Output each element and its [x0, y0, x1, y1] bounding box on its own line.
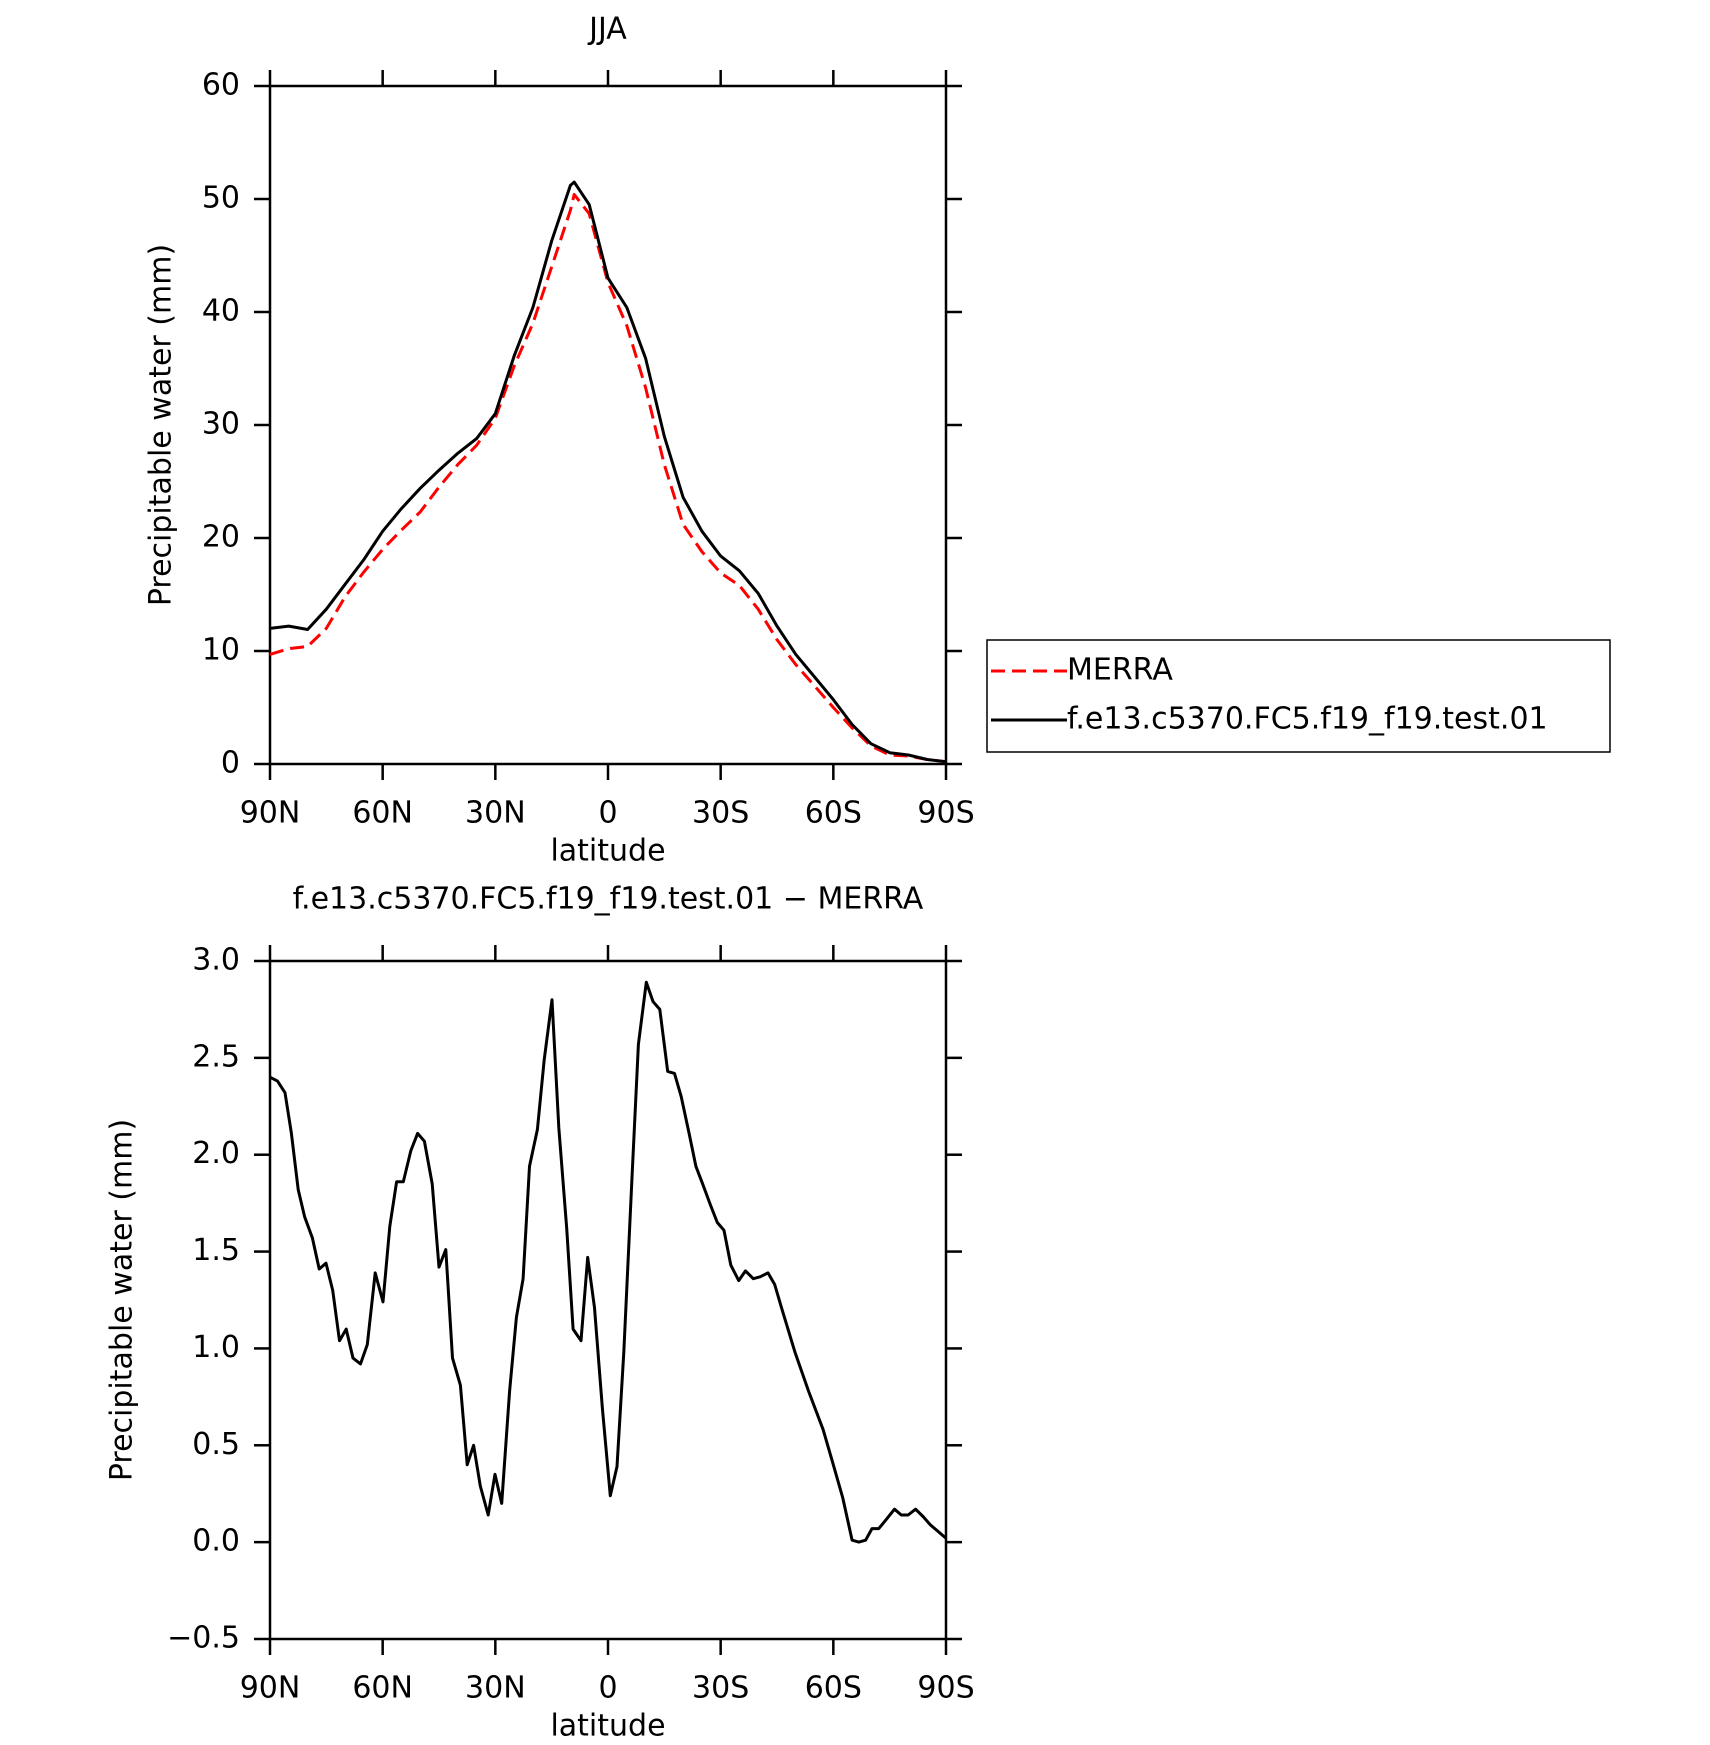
y-tick-label: 20 [202, 520, 240, 555]
legend-label: MERRA [1067, 653, 1173, 688]
x-tick-label: 60S [805, 796, 862, 831]
x-tick-label: 90S [917, 796, 974, 831]
data-line [269, 980, 947, 1544]
x-tick-label: 30N [465, 1671, 526, 1706]
y-axis-label: Precipitable water (mm) [105, 1119, 140, 1481]
y-tick-label: 10 [202, 633, 240, 668]
y-tick-label: 60 [202, 68, 240, 103]
x-tick-label: 90S [917, 1671, 974, 1706]
y-tick-label: 40 [202, 294, 240, 329]
chart-title: JJA [587, 12, 627, 47]
x-axis-label: latitude [550, 834, 665, 869]
y-tick-label: 2.0 [192, 1136, 240, 1171]
x-axis-label: latitude [550, 1709, 665, 1744]
y-tick-label: 0.0 [192, 1524, 240, 1559]
x-tick-label: 60N [352, 1671, 413, 1706]
x-tick-label: 90N [240, 796, 301, 831]
x-tick-label: 0 [598, 796, 617, 831]
y-tick-label: 50 [202, 181, 240, 216]
y-tick-label: 30 [202, 407, 240, 442]
y-tick-label: −0.5 [167, 1621, 240, 1656]
data-line [269, 193, 947, 764]
x-tick-label: 60N [352, 796, 413, 831]
y-tick-label: 2.5 [192, 1039, 240, 1074]
data-line [269, 180, 947, 764]
legend-label: f.e13.c5370.FC5.f19_f19.test.01 [1067, 702, 1548, 737]
legend-box [986, 639, 1611, 753]
y-axis-label: Precipitable water (mm) [144, 244, 179, 606]
x-tick-label: 30N [465, 796, 526, 831]
x-tick-label: 0 [598, 1671, 617, 1706]
chart-title: f.e13.c5370.FC5.f19_f19.test.01 − MERRA [293, 882, 924, 917]
x-tick-label: 30S [692, 796, 749, 831]
plot-frame [268, 84, 948, 766]
y-tick-label: 1.0 [192, 1330, 240, 1365]
y-tick-label: 0.5 [192, 1427, 240, 1462]
y-tick-label: 3.0 [192, 943, 240, 978]
x-tick-label: 30S [692, 1671, 749, 1706]
x-tick-label: 90N [240, 1671, 301, 1706]
y-tick-label: 1.5 [192, 1233, 240, 1268]
plot-frame [268, 959, 948, 1641]
x-tick-label: 60S [805, 1671, 862, 1706]
y-tick-label: 0 [221, 746, 240, 781]
